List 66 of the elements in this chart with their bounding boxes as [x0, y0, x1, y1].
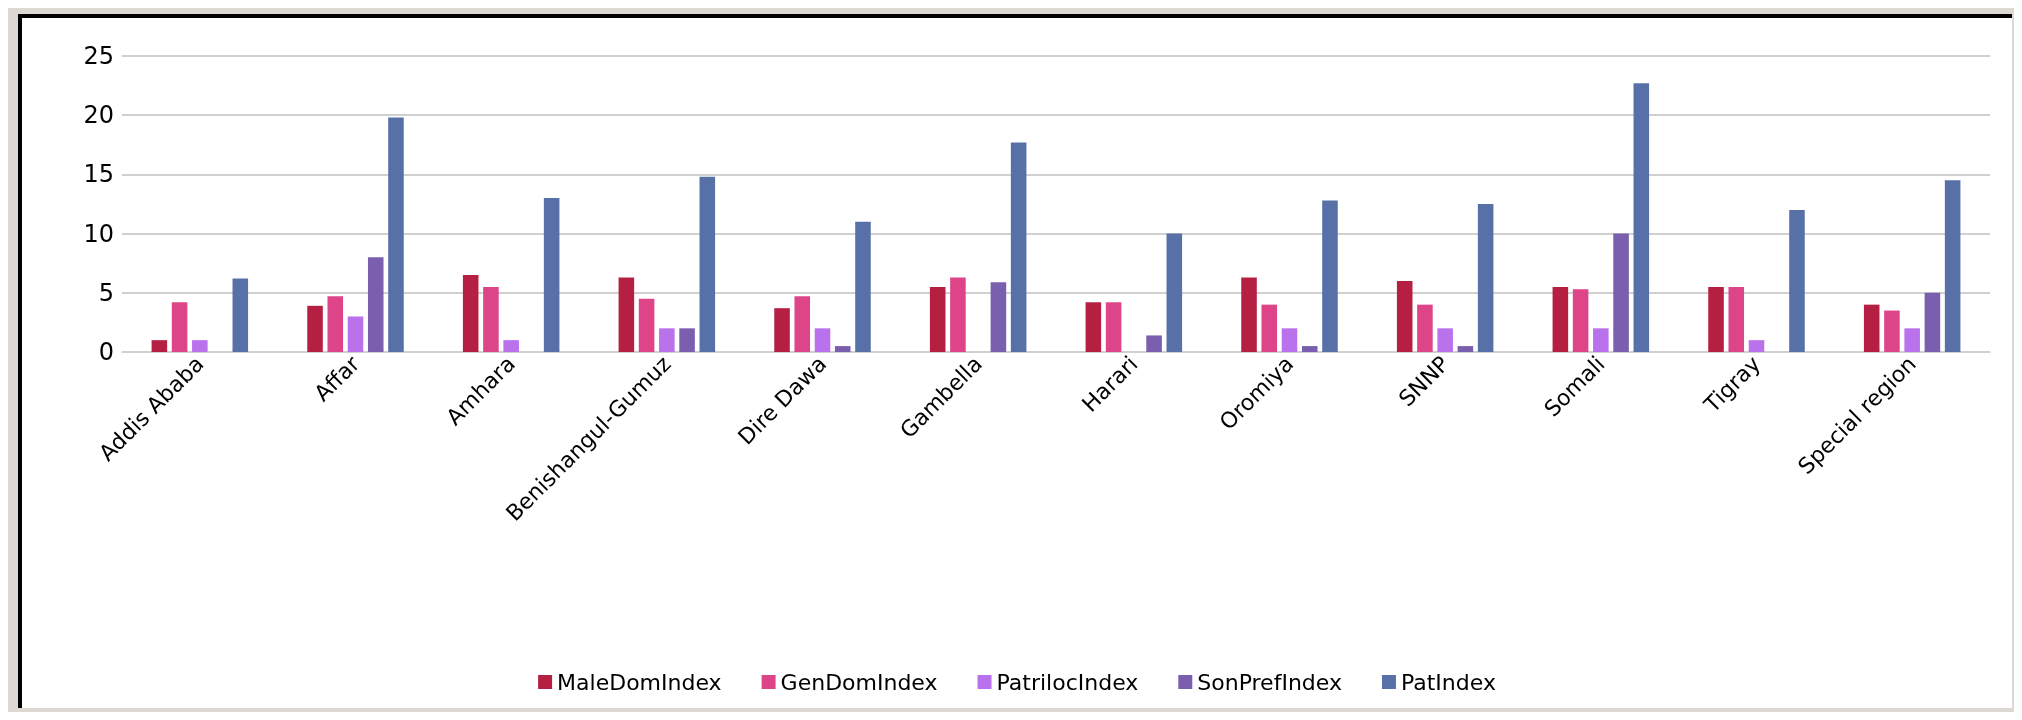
legend-label: MaleDomIndex	[557, 669, 722, 695]
bar	[307, 305, 323, 352]
bar	[814, 328, 831, 352]
bar	[1241, 277, 1257, 352]
bar	[347, 316, 364, 352]
bar	[151, 340, 168, 352]
bar	[1437, 328, 1453, 352]
bar	[1924, 292, 1941, 352]
y-tick-label: 25	[83, 42, 114, 70]
bar	[1166, 233, 1183, 352]
bar	[1552, 286, 1569, 352]
bar	[171, 302, 188, 352]
bar	[990, 282, 1007, 352]
bar	[1105, 302, 1122, 352]
bar	[367, 257, 384, 352]
bar	[1884, 310, 1900, 352]
bar	[543, 198, 560, 352]
bar	[1789, 209, 1805, 352]
bar	[483, 286, 499, 352]
bar	[679, 328, 695, 352]
bar	[388, 117, 404, 352]
bar	[1708, 286, 1724, 352]
y-tick-label: 0	[98, 338, 114, 366]
bar	[503, 340, 519, 352]
bar	[1477, 204, 1494, 352]
bar	[1417, 304, 1433, 352]
bar	[1748, 340, 1765, 352]
bar	[1613, 233, 1629, 352]
bar	[1322, 200, 1338, 352]
bar	[232, 278, 249, 352]
bar	[794, 296, 811, 352]
legend-label: PatIndex	[1400, 669, 1496, 695]
bar	[1261, 304, 1278, 352]
bar	[950, 277, 966, 352]
legend-label: PatrilocIndex	[996, 669, 1139, 695]
bar	[1457, 346, 1474, 352]
bar	[855, 221, 871, 352]
bar	[1301, 346, 1318, 352]
legend-label: SonPrefIndex	[1197, 669, 1342, 695]
bar	[1944, 180, 1961, 352]
y-tick-label: 20	[83, 101, 114, 130]
bar	[699, 176, 716, 352]
bar	[1728, 286, 1745, 352]
bar	[1396, 280, 1413, 352]
bar	[1904, 328, 1920, 352]
bar	[659, 328, 675, 352]
bar	[1593, 328, 1609, 352]
legend-label: GenDomIndex	[780, 669, 938, 695]
bar	[618, 277, 635, 352]
bar	[327, 296, 344, 352]
bar	[1010, 142, 1027, 352]
bar	[462, 275, 479, 352]
bar	[1085, 302, 1102, 352]
bar	[1863, 304, 1880, 352]
bar	[1281, 328, 1298, 352]
bar	[774, 308, 790, 352]
y-tick-label: 5	[98, 278, 114, 307]
bar	[1633, 83, 1650, 352]
bar	[192, 340, 208, 352]
y-tick-label: 10	[83, 219, 114, 248]
bar	[834, 346, 851, 352]
y-tick-label: 15	[83, 160, 114, 189]
bar	[638, 298, 655, 352]
bar	[929, 286, 946, 352]
bar	[1146, 335, 1162, 352]
bar	[1572, 289, 1589, 352]
